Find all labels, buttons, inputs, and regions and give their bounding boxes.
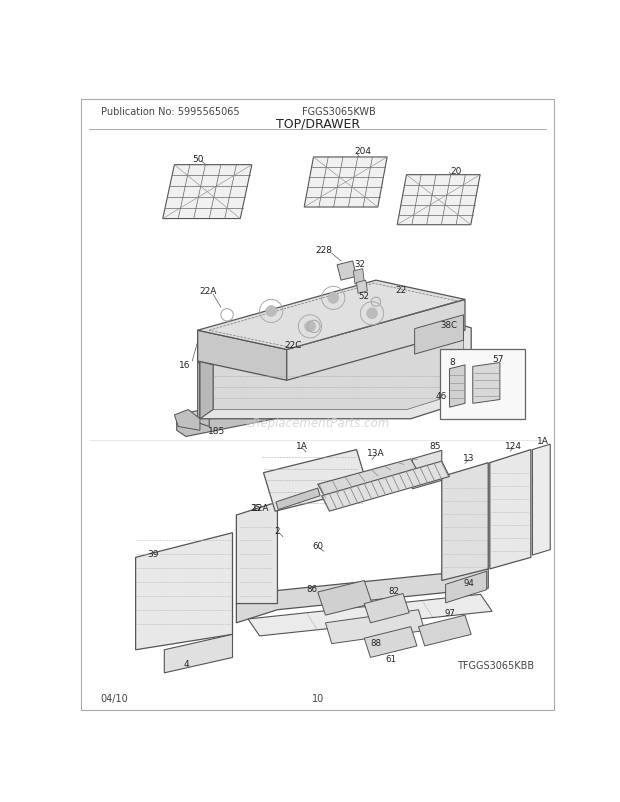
Polygon shape — [286, 300, 465, 381]
Text: Publication No: 5995565065: Publication No: 5995565065 — [100, 107, 239, 116]
Polygon shape — [412, 451, 441, 489]
Text: 85: 85 — [430, 442, 441, 451]
Text: 1A: 1A — [296, 442, 308, 451]
Text: 50: 50 — [192, 155, 203, 164]
Circle shape — [266, 306, 277, 317]
Polygon shape — [450, 366, 465, 407]
Text: 22C: 22C — [284, 340, 302, 349]
Text: 60: 60 — [312, 541, 323, 551]
Polygon shape — [236, 502, 278, 604]
Polygon shape — [198, 311, 465, 381]
Polygon shape — [276, 488, 320, 510]
Text: 86: 86 — [307, 584, 318, 593]
Text: 16: 16 — [179, 361, 190, 370]
Polygon shape — [365, 627, 417, 658]
Text: 204: 204 — [354, 147, 371, 156]
Text: 61: 61 — [386, 654, 397, 664]
Text: 46: 46 — [436, 391, 448, 401]
Polygon shape — [356, 281, 367, 294]
Polygon shape — [236, 569, 489, 623]
Circle shape — [366, 309, 378, 319]
Text: 20: 20 — [450, 166, 461, 176]
Polygon shape — [174, 410, 200, 431]
Polygon shape — [213, 316, 463, 410]
Text: 52: 52 — [359, 292, 370, 301]
Text: 22A: 22A — [199, 286, 216, 295]
Polygon shape — [415, 315, 463, 354]
Text: 13A: 13A — [367, 448, 384, 458]
Text: 2: 2 — [275, 526, 280, 535]
Polygon shape — [248, 594, 492, 636]
Polygon shape — [198, 362, 210, 427]
Text: 57: 57 — [492, 354, 504, 364]
Polygon shape — [490, 450, 531, 569]
Polygon shape — [136, 533, 232, 650]
Polygon shape — [353, 269, 365, 285]
Polygon shape — [337, 261, 356, 281]
Text: 25: 25 — [250, 503, 261, 512]
Polygon shape — [322, 461, 450, 512]
Text: 228: 228 — [316, 245, 332, 254]
Text: eReplacementParts.com: eReplacementParts.com — [246, 416, 390, 430]
Polygon shape — [326, 610, 425, 644]
Text: 8: 8 — [449, 357, 454, 366]
Text: 38C: 38C — [440, 321, 458, 330]
Circle shape — [304, 322, 316, 332]
Polygon shape — [198, 281, 465, 350]
Polygon shape — [446, 572, 487, 603]
Polygon shape — [177, 364, 474, 437]
Polygon shape — [317, 581, 372, 615]
Text: TFGGS3065KBB: TFGGS3065KBB — [458, 660, 534, 670]
Text: 22: 22 — [396, 286, 407, 294]
Text: 94: 94 — [463, 577, 474, 587]
Polygon shape — [264, 450, 368, 512]
Polygon shape — [200, 310, 471, 419]
Polygon shape — [397, 176, 480, 225]
Text: 88: 88 — [370, 638, 381, 646]
Polygon shape — [162, 165, 252, 219]
Polygon shape — [304, 158, 387, 208]
Polygon shape — [472, 363, 500, 404]
Text: 32: 32 — [355, 259, 366, 269]
Polygon shape — [164, 634, 232, 673]
Polygon shape — [198, 330, 286, 381]
Text: 82: 82 — [388, 586, 399, 595]
Text: 39: 39 — [148, 549, 159, 558]
Text: 13: 13 — [463, 453, 475, 462]
Polygon shape — [317, 460, 418, 499]
Text: 124: 124 — [505, 442, 521, 451]
Text: 4: 4 — [183, 659, 189, 668]
Text: TOP/DRAWER: TOP/DRAWER — [276, 117, 360, 131]
Polygon shape — [533, 444, 551, 555]
Polygon shape — [200, 362, 213, 419]
Polygon shape — [177, 358, 474, 422]
Circle shape — [328, 293, 339, 304]
Text: 1A: 1A — [536, 436, 549, 445]
FancyBboxPatch shape — [440, 350, 526, 419]
Polygon shape — [441, 463, 489, 581]
Text: FGGS3065KWB: FGGS3065KWB — [303, 107, 376, 116]
Text: 97: 97 — [444, 609, 455, 618]
Text: 04/10: 04/10 — [100, 694, 128, 703]
FancyBboxPatch shape — [81, 100, 554, 710]
Polygon shape — [418, 615, 471, 646]
Text: 10: 10 — [312, 694, 324, 703]
Polygon shape — [365, 593, 409, 623]
Text: 185: 185 — [208, 427, 225, 435]
Text: 12A: 12A — [252, 503, 270, 512]
